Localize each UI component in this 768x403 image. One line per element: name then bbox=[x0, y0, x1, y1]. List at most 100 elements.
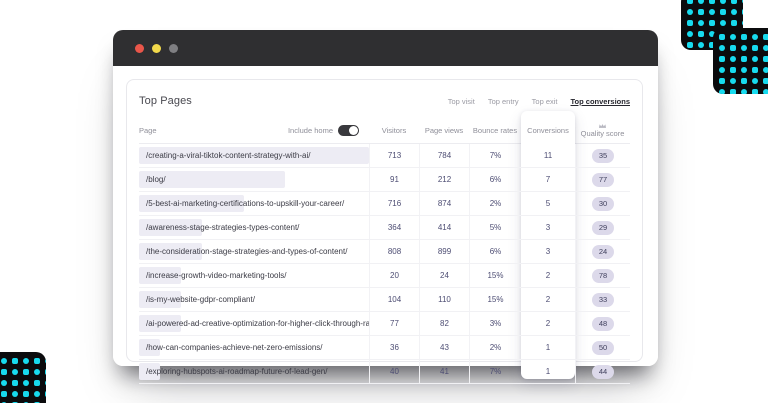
close-window-button[interactable] bbox=[135, 43, 144, 53]
page-views-cell: 212 bbox=[419, 168, 469, 191]
page-path-cell[interactable]: /the-consideration-stage-strategies-and-… bbox=[139, 240, 369, 263]
table-row[interactable]: /5-best-ai-marketing-certifications-to-u… bbox=[139, 192, 630, 216]
page-path: /ai-powered-ad-creative-optimization-for… bbox=[146, 319, 369, 328]
top-pages-table: Page Include home Visitors Page views Bo… bbox=[139, 111, 630, 384]
quality-score-badge: 29 bbox=[592, 220, 614, 235]
table-row[interactable]: /the-consideration-stage-strategies-and-… bbox=[139, 240, 630, 264]
page-views-cell: 784 bbox=[419, 144, 469, 167]
conversions-cell: 3 bbox=[545, 247, 551, 256]
quality-score-badge: 24 bbox=[592, 244, 614, 259]
table-row[interactable]: /awareness-stage-strategies-types-conten… bbox=[139, 216, 630, 240]
quality-score-header-label: Quality score bbox=[580, 128, 625, 138]
page-path: /exploring-hubspots-ai-roadmap-future-of… bbox=[146, 367, 328, 376]
tab-top-exit[interactable]: Top exit bbox=[531, 96, 558, 106]
quality-score-cell: 33 bbox=[575, 288, 630, 311]
page-path: /awareness-stage-strategies-types-conten… bbox=[146, 223, 300, 232]
conversions-bar bbox=[139, 267, 181, 284]
visitors-cell: 808 bbox=[369, 240, 419, 263]
conversions-bar bbox=[139, 315, 181, 332]
page-path: /how-can-companies-achieve-net-zero-emis… bbox=[146, 343, 323, 352]
visitors-column-header: Visitors bbox=[381, 125, 407, 135]
quality-score-badge: 78 bbox=[592, 268, 614, 283]
quality-score-cell: 35 bbox=[575, 144, 630, 167]
conversions-bar bbox=[139, 195, 244, 212]
conversions-cell: 3 bbox=[545, 223, 551, 232]
conversions-cell: 5 bbox=[545, 199, 551, 208]
page-path-cell[interactable]: /5-best-ai-marketing-certifications-to-u… bbox=[139, 192, 369, 215]
visitors-cell: 36 bbox=[369, 336, 419, 359]
visitors-cell: 713 bbox=[369, 144, 419, 167]
page-column-header: Page Include home bbox=[139, 124, 369, 136]
conversions-bar bbox=[139, 171, 286, 188]
table-row[interactable]: /creating-a-viral-tiktok-content-strateg… bbox=[139, 144, 630, 168]
browser-window: Top Pages Top visit Top entry Top exit Top … bbox=[113, 30, 658, 384]
page-path: /creating-a-viral-tiktok-content-strateg… bbox=[146, 151, 311, 160]
page-path-cell[interactable]: /ai-powered-ad-creative-optimization-for… bbox=[139, 312, 369, 335]
page-path-cell[interactable]: /awareness-stage-strategies-types-conten… bbox=[139, 216, 369, 239]
table-row[interactable]: /exploring-hubspots-ai-roadmap-future-of… bbox=[139, 360, 630, 384]
bounce-rate-cell: 2% bbox=[469, 192, 521, 215]
table-header-row: Page Include home Visitors Page views Bo… bbox=[139, 117, 630, 144]
visitors-cell: 20 bbox=[369, 264, 419, 287]
table-row[interactable]: /increase-growth-video-marketing-tools/2… bbox=[139, 264, 630, 288]
page-header-label: Page bbox=[139, 125, 157, 135]
conversions-cell: 7 bbox=[545, 175, 551, 184]
quality-score-badge: 48 bbox=[592, 316, 614, 331]
bounce-rate-cell: 2% bbox=[469, 336, 521, 359]
page-path-cell[interactable]: /creating-a-viral-tiktok-content-strateg… bbox=[139, 144, 369, 167]
quality-score-badge: 30 bbox=[592, 196, 614, 211]
conversions-bar bbox=[139, 363, 160, 380]
table-row[interactable]: /how-can-companies-achieve-net-zero-emis… bbox=[139, 336, 630, 360]
conversions-column-header: Conversions bbox=[527, 125, 569, 135]
page-views-cell: 41 bbox=[419, 360, 469, 383]
quality-score-cell: 44 bbox=[575, 360, 630, 383]
dot-pattern-square bbox=[713, 28, 768, 94]
page-path-cell[interactable]: /is-my-website-gdpr-compliant/ bbox=[139, 288, 369, 311]
quality-score-cell: 24 bbox=[575, 240, 630, 263]
quality-score-badge: 77 bbox=[592, 172, 614, 187]
page-views-cell: 414 bbox=[419, 216, 469, 239]
bounce-rate-cell: 5% bbox=[469, 216, 521, 239]
tab-top-entry[interactable]: Top entry bbox=[487, 96, 519, 106]
tab-top-conversions[interactable]: Top conversions bbox=[570, 96, 630, 106]
bounce-rate-cell: 7% bbox=[469, 360, 521, 383]
tab-top-visit[interactable]: Top visit bbox=[447, 96, 475, 106]
conversions-bar bbox=[139, 147, 369, 164]
bounce-rate-cell: 15% bbox=[469, 264, 521, 287]
conversions-bar bbox=[139, 243, 202, 260]
page-path-cell[interactable]: /how-can-companies-achieve-net-zero-emis… bbox=[139, 336, 369, 359]
page-views-cell: 110 bbox=[419, 288, 469, 311]
maximize-window-button[interactable] bbox=[169, 43, 178, 53]
page-path-cell[interactable]: /increase-growth-video-marketing-tools/ bbox=[139, 264, 369, 287]
page-views-cell: 899 bbox=[419, 240, 469, 263]
table-row[interactable]: /blog/91 212 6% 7 77 bbox=[139, 168, 630, 192]
bounce-rate-cell: 15% bbox=[469, 288, 521, 311]
page-path: /increase-growth-video-marketing-tools/ bbox=[146, 271, 287, 280]
quality-score-cell: 77 bbox=[575, 168, 630, 191]
quality-score-column-header: Quality score bbox=[575, 123, 630, 138]
minimize-window-button[interactable] bbox=[152, 43, 161, 53]
visitors-cell: 364 bbox=[369, 216, 419, 239]
window-titlebar bbox=[113, 30, 658, 66]
quality-score-badge: 50 bbox=[592, 340, 614, 355]
quality-score-badge: 33 bbox=[592, 292, 614, 307]
include-home-toggle[interactable] bbox=[338, 124, 359, 136]
visitors-cell: 91 bbox=[369, 168, 419, 191]
quality-score-cell: 30 bbox=[575, 192, 630, 215]
table-body: /creating-a-viral-tiktok-content-strateg… bbox=[139, 144, 630, 384]
page-views-cell: 82 bbox=[419, 312, 469, 335]
page-path: /5-best-ai-marketing-certifications-to-u… bbox=[146, 199, 345, 208]
page-path: /blog/ bbox=[146, 175, 166, 184]
page-path-cell[interactable]: /blog/ bbox=[139, 168, 369, 191]
visitors-cell: 716 bbox=[369, 192, 419, 215]
table-row[interactable]: /is-my-website-gdpr-compliant/104 110 15% 2… bbox=[139, 288, 630, 312]
table-row[interactable]: /ai-powered-ad-creative-optimization-for… bbox=[139, 312, 630, 336]
bounce-rate-cell: 6% bbox=[469, 240, 521, 263]
visitors-cell: 104 bbox=[369, 288, 419, 311]
bounce-rate-cell: 3% bbox=[469, 312, 521, 335]
conversions-bar bbox=[139, 291, 181, 308]
conversions-cell: 1 bbox=[545, 367, 551, 376]
conversions-bar bbox=[139, 219, 202, 236]
page-path-cell[interactable]: /exploring-hubspots-ai-roadmap-future-of… bbox=[139, 360, 369, 383]
